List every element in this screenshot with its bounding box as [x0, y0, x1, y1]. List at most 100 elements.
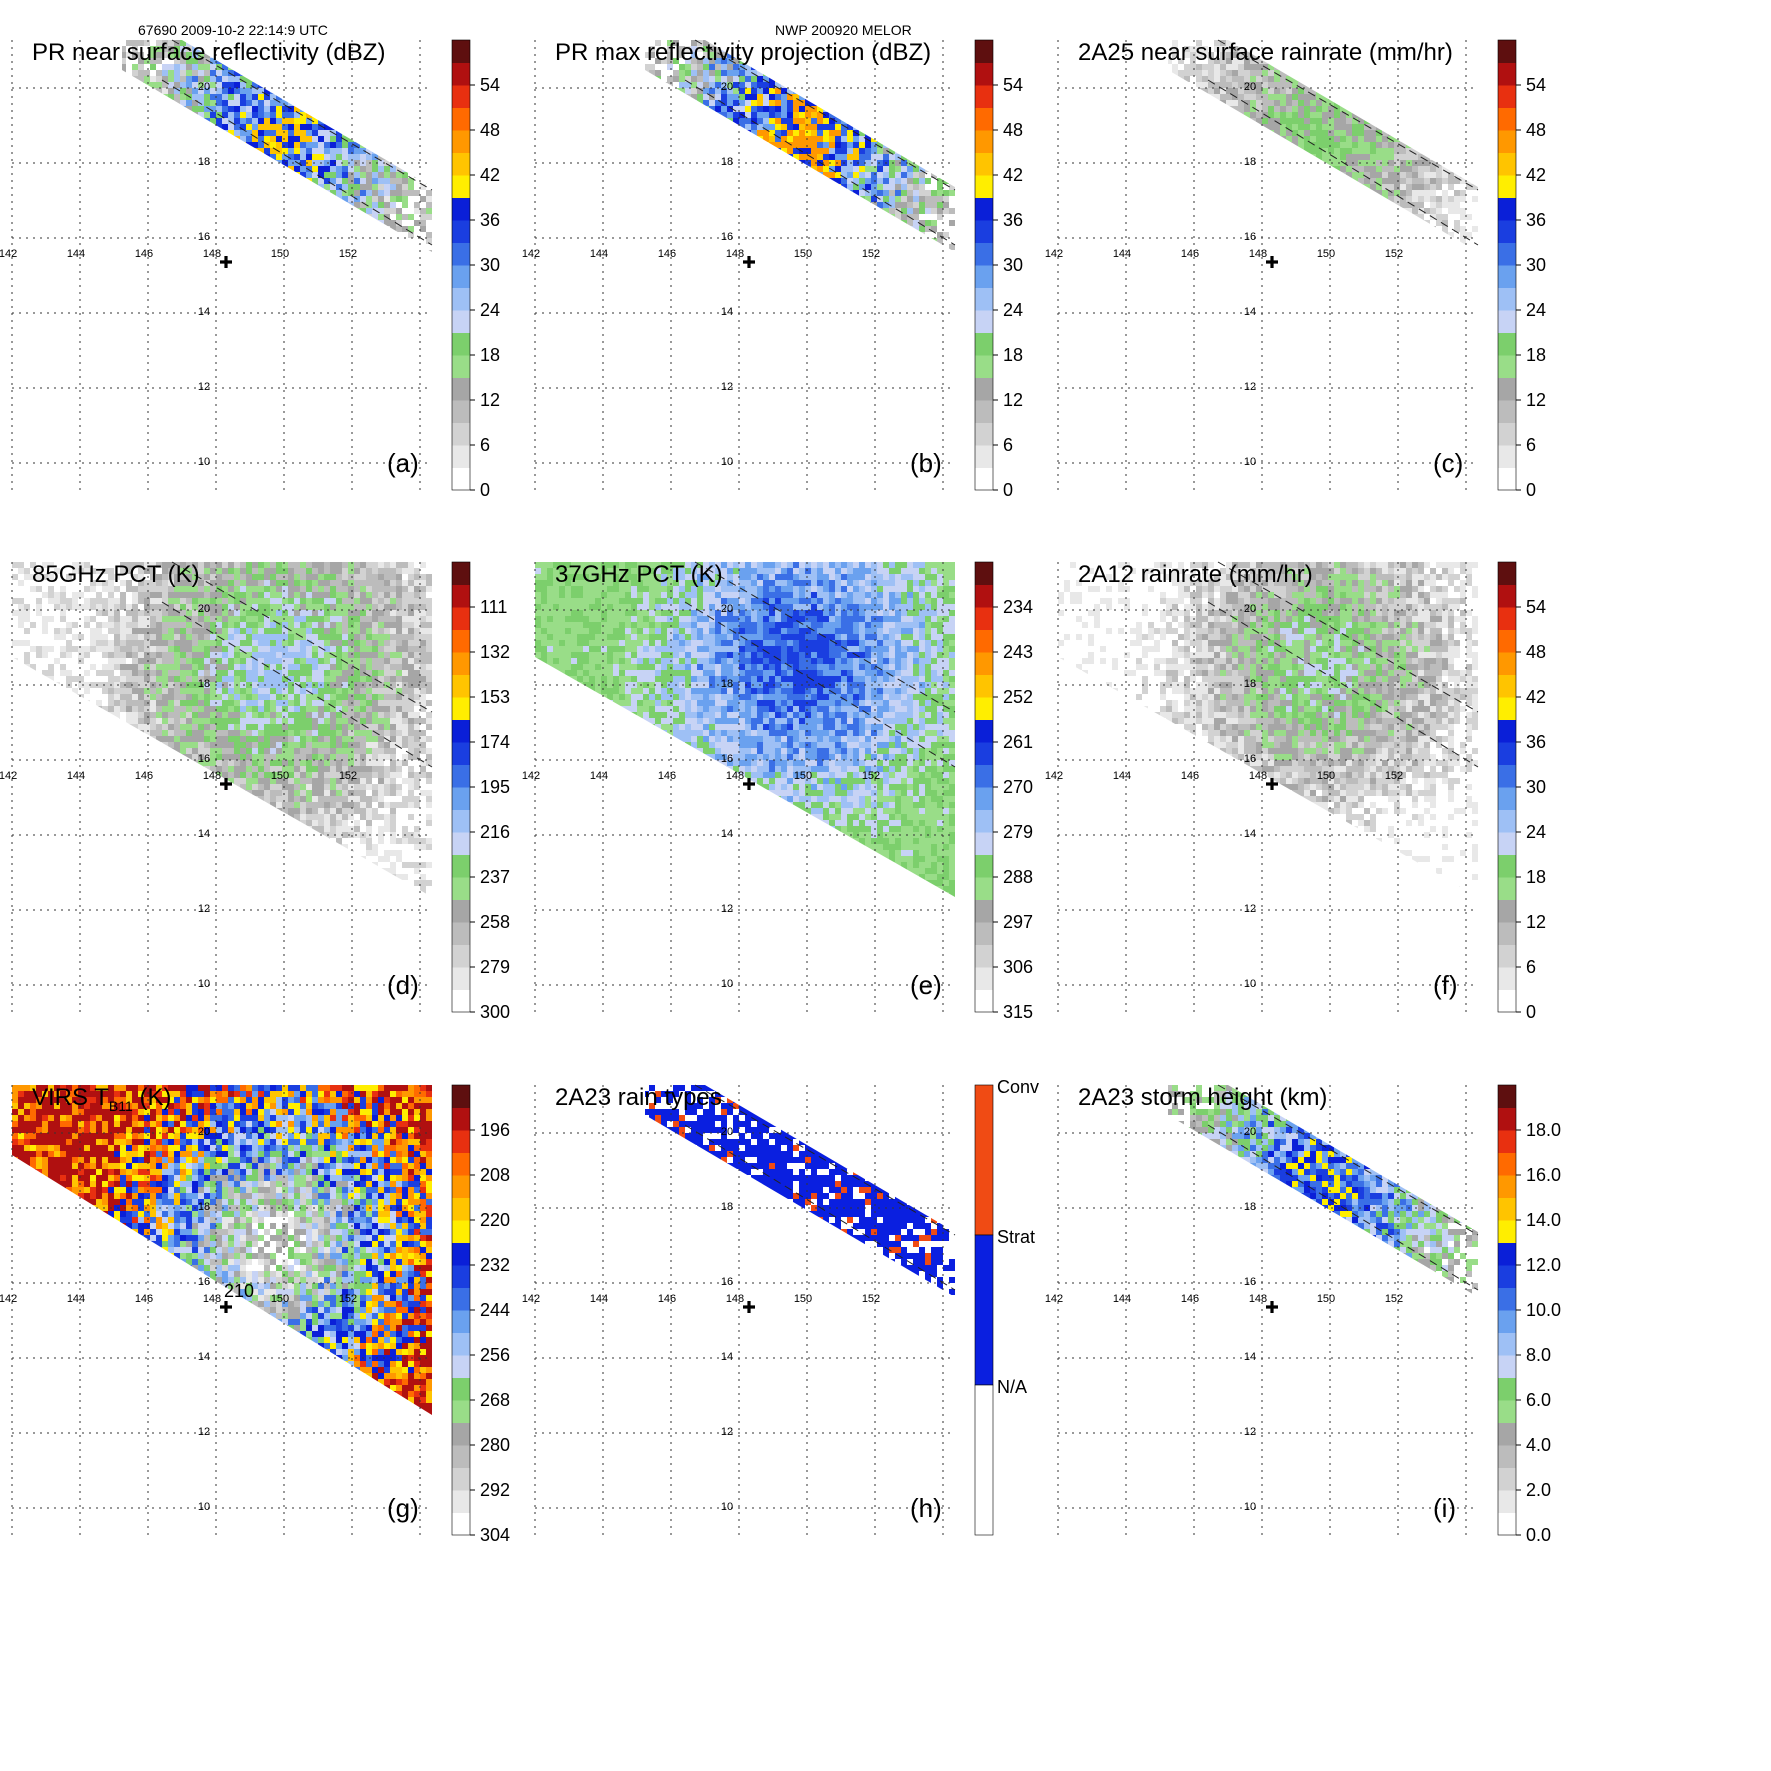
colorbar-tick-label: 306 — [1003, 957, 1033, 977]
colorbar-tick-label: 24 — [1003, 300, 1023, 320]
lon-label: 146 — [135, 248, 153, 260]
lat-label: 20 — [1244, 603, 1256, 615]
panel-f: 142 144 146 148 150 152 20 18 16 14 12 10 2A12 rainr… — [1045, 561, 1546, 1022]
lon-label: 146 — [1181, 770, 1199, 782]
colorbar-step — [1498, 445, 1516, 468]
lon-label: 148 — [203, 248, 221, 260]
panel-label: (d) — [387, 970, 419, 1000]
lon-label: 144 — [67, 1293, 85, 1305]
colorbar: 196 208 220 232 244 256 268 280 292 304 — [451, 1084, 510, 1545]
panel-label: (i) — [1433, 1493, 1456, 1523]
colorbar-step — [975, 697, 993, 720]
colorbar-step — [452, 220, 470, 243]
colorbar-step — [1498, 1287, 1516, 1311]
colorbar-tick-label: 30 — [1003, 255, 1023, 275]
storm-center-icon — [1266, 778, 1278, 790]
colorbar-step — [452, 1310, 470, 1333]
colorbar-tick-label: 300 — [480, 1002, 510, 1022]
colorbar-step — [1498, 265, 1516, 288]
colorbar-tick-label: 196 — [480, 1120, 510, 1140]
lat-label: 12 — [198, 1426, 210, 1438]
panel-i: 142 144 146 148 150 152 20 18 16 14 12 10 2A23 storm… — [1045, 1084, 1561, 1545]
colorbar-step — [1498, 832, 1516, 855]
colorbar-tick-label: 42 — [1526, 165, 1546, 185]
colorbar-step — [452, 922, 470, 945]
colorbar-tick-label: 292 — [480, 1480, 510, 1500]
colorbar-step — [1498, 1400, 1516, 1423]
lat-label: 20 — [198, 81, 210, 93]
colorbar-step — [975, 607, 993, 630]
lat-label: 16 — [198, 231, 210, 243]
colorbar-tick-label: 18.0 — [1526, 1120, 1561, 1140]
colorbar-tick-label: 4.0 — [1526, 1435, 1551, 1455]
colorbar-tick-label: 6 — [1526, 435, 1536, 455]
colorbar-step — [452, 1152, 470, 1176]
colorbar-tick-label: 270 — [1003, 777, 1033, 797]
lat-label: 12 — [1244, 903, 1256, 915]
colorbar-tick-label: 48 — [1526, 120, 1546, 140]
colorbar-tick-label: 42 — [1003, 165, 1023, 185]
lon-label: 144 — [1113, 248, 1131, 260]
storm-info: NWP 200920 MELOR — [775, 22, 912, 38]
lat-label: 16 — [1244, 1276, 1256, 1288]
colorbar-step — [1498, 310, 1516, 333]
colorbar-tick-label: 54 — [480, 75, 500, 95]
storm-center-icon — [1266, 1301, 1278, 1313]
colorbar-step — [1498, 220, 1516, 243]
lat-label: 16 — [198, 753, 210, 765]
storm-center-icon — [220, 1301, 232, 1313]
colorbar-step — [452, 607, 470, 630]
colorbar-step — [1498, 1175, 1516, 1198]
colorbar-tick-label: 0 — [1526, 480, 1536, 500]
colorbar-step — [975, 832, 993, 855]
colorbar-tick-label: 48 — [1003, 120, 1023, 140]
lat-label: 12 — [198, 903, 210, 915]
panel-g: 142 144 146 148 150 152 20 18 16 14 12 10 VIRS TB11 … — [0, 1084, 510, 1545]
colorbar-tick-label: 243 — [1003, 642, 1033, 662]
lat-label: 16 — [198, 1276, 210, 1288]
colorbar-step — [452, 674, 470, 698]
lon-label: 146 — [658, 248, 676, 260]
colorbar-step — [975, 85, 993, 108]
lat-label: 12 — [721, 903, 733, 915]
colorbar-step — [452, 85, 470, 108]
colorbar-step — [452, 899, 470, 923]
lon-label: 146 — [1181, 248, 1199, 260]
colorbar-step — [1498, 787, 1516, 810]
lon-label: 148 — [203, 1293, 221, 1305]
colorbar-tick-label: 304 — [480, 1525, 510, 1545]
colorbar-step — [975, 922, 993, 945]
panel-title: 2A23 storm height (km) — [1078, 1084, 1327, 1111]
colorbar-tick-label: 14.0 — [1526, 1210, 1561, 1230]
colorbar-tick-label: 18 — [1003, 345, 1023, 365]
colorbar-step — [1498, 719, 1516, 743]
lon-label: 152 — [1385, 770, 1403, 782]
colorbar-tick-label: 36 — [1526, 210, 1546, 230]
colorbar-label: Strat — [997, 1227, 1035, 1247]
colorbar-step — [975, 742, 993, 765]
colorbar-tick-label: 220 — [480, 1210, 510, 1230]
colorbar-tick-label: 24 — [480, 300, 500, 320]
colorbar-step — [452, 1445, 470, 1468]
lon-label: 144 — [590, 1293, 608, 1305]
colorbar-tick-label: 216 — [480, 822, 510, 842]
colorbar-tick-label: 258 — [480, 912, 510, 932]
lat-label: 10 — [198, 1501, 210, 1513]
colorbar-step — [1498, 332, 1516, 356]
colorbar-tick-label: 10.0 — [1526, 1300, 1561, 1320]
panel-label: (b) — [910, 448, 942, 478]
lon-label: 142 — [522, 248, 540, 260]
colorbar-tick-label: 0 — [480, 480, 490, 500]
colorbar-step — [975, 152, 993, 176]
colorbar-step — [1498, 652, 1516, 675]
colorbar-segment — [974, 1084, 994, 1236]
colorbar-step — [1498, 629, 1516, 653]
colorbar-tick-label: 268 — [480, 1390, 510, 1410]
lat-label: 20 — [198, 1126, 210, 1138]
colorbar-tick-label: 12 — [1526, 912, 1546, 932]
colorbar-step — [975, 62, 993, 86]
panel-label: (f) — [1433, 970, 1458, 1000]
lon-label: 146 — [1181, 1293, 1199, 1305]
colorbar-step — [975, 422, 993, 446]
colorbar-step — [452, 967, 470, 990]
